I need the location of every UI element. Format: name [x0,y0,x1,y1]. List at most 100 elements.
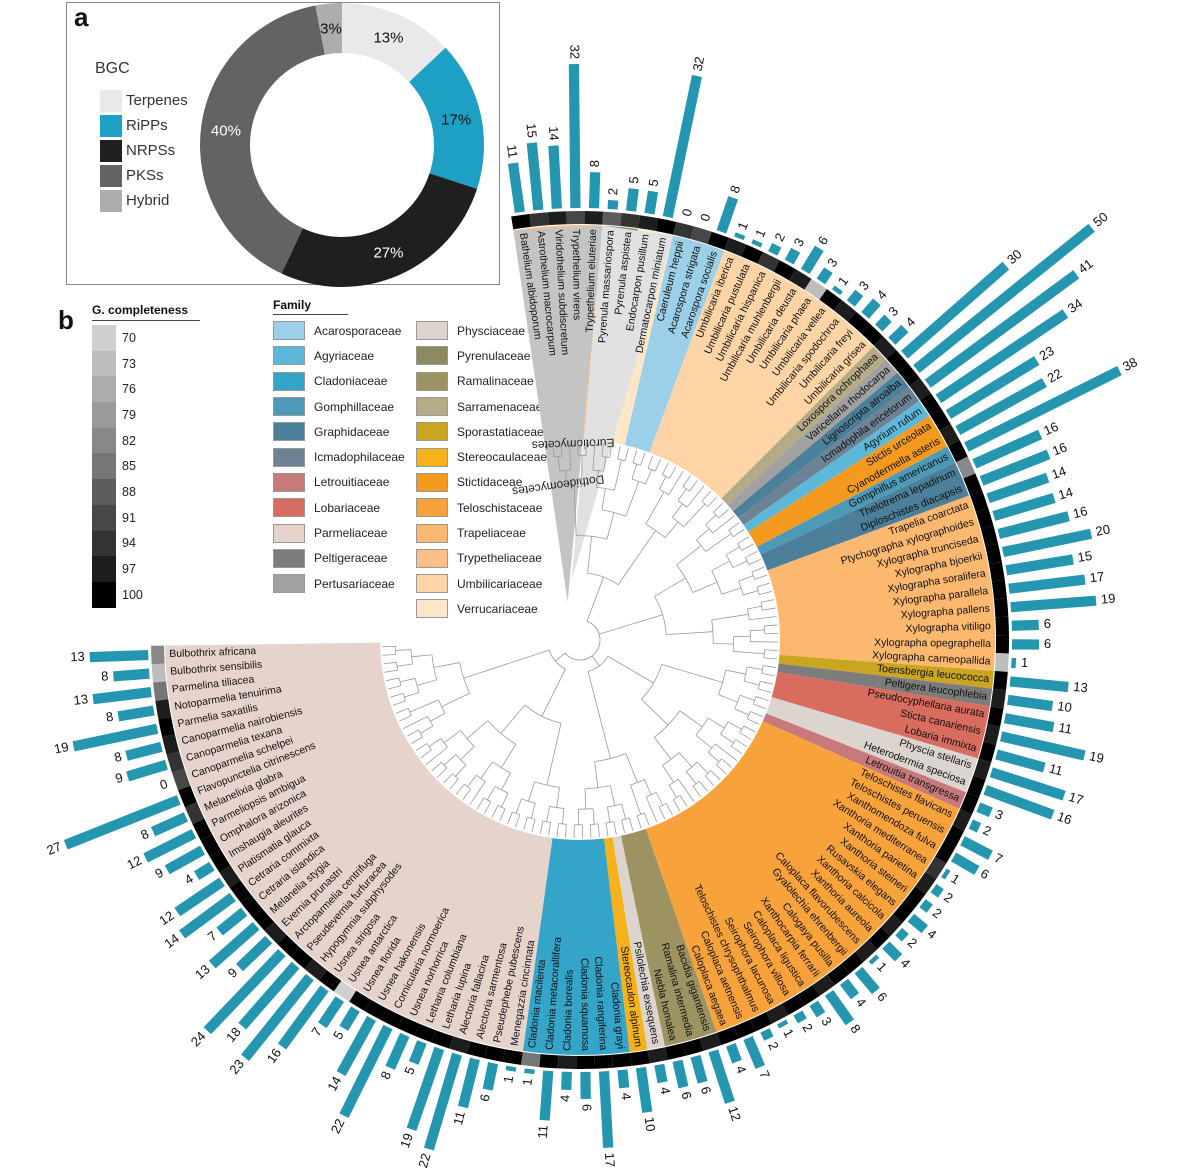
family-legend-item-stictidaceae: Stictidaceae [416,470,547,495]
completeness-cell [602,211,622,226]
family-sector-graphidaceae [760,462,970,571]
family-label: Physciaceae [457,323,526,338]
completeness-cell [991,579,1007,600]
completeness-cell [716,1026,739,1046]
bar-varicellaria-rhodocarpa [901,261,1010,359]
bar-xanthoria-steineri [919,899,933,913]
family-legend-item-agyriaceae: Agyriaceae [273,343,405,368]
family-sector-lobariaceae [771,671,990,759]
bgc-legend-label: Terpenes [126,92,188,109]
completeness-label: 85 [122,459,136,474]
bar-value-label: 16 [1055,808,1074,827]
completeness-label: 88 [122,484,136,499]
bar-calogaya-pusilla [840,978,860,1000]
bar-value-label: 4 [618,1092,634,1101]
family-label: Stictidaceae [457,475,523,490]
bar-xylographa-pallens [1010,595,1097,613]
completeness-legend-item: 88 [92,479,143,505]
completeness-cell [431,1030,454,1049]
bar-value-label: 23 [1037,343,1057,363]
completeness-cell [349,990,372,1012]
bar-value-label: 6 [477,1093,493,1103]
bar-value-label: 8 [587,160,602,168]
taxon-label: Trypethelium virens [570,229,583,320]
bar-letrouitia-transgressa [976,802,993,817]
bar-arctoparmelia-centrifuga [203,949,286,1035]
completeness-cell [960,792,980,815]
completeness-cell [782,994,805,1016]
bar-value-label: 8 [113,749,124,765]
family-swatch [273,498,305,518]
completeness-cell [673,221,695,239]
completeness-cell [192,818,213,841]
completeness-cell [397,1016,420,1036]
family-legend-item-verrucariaceae: Verrucariaceae [416,596,547,621]
completeness-cell [162,734,180,756]
bar-trypethelium-eluteriae [588,172,601,209]
bar-umbilicaria-vellea [831,285,843,296]
bar-value-label: 14 [1057,484,1075,503]
completeness-cell [944,825,965,848]
completeness-cell [566,211,585,225]
bar-xanthoria-mediterranea [941,868,951,880]
completeness-legend-item: 97 [92,556,143,582]
bar-value-label: 9 [113,770,124,786]
family-swatch [273,397,305,417]
completeness-cell [904,886,926,909]
family-legend-item-acarosporaceae: Acarosporaceae [273,318,405,343]
completeness-cell [948,440,968,463]
bar-usnea-norhorrica [385,1032,410,1070]
bar-cyanodermella-asteris [955,378,1047,436]
bar-value-label: 32 [690,55,708,72]
bar-value-label: 12 [156,908,176,929]
bar-peltigera-leucophlebia [1007,694,1054,712]
completeness-cell [699,1032,722,1051]
bar-value-label: 3 [993,806,1005,823]
family-label: Agyriaceae [314,348,375,363]
bar-value-label: 1 [874,959,890,974]
taxon-label: Trypethelium eluteriae [584,229,599,333]
completeness-cell [757,252,780,272]
bar-value-label: 1 [835,274,851,289]
bar-value-label: 38 [1120,354,1140,374]
panel-b-letter: b [58,305,74,335]
completeness-legend-rule [92,320,200,321]
family-swatch [273,371,305,391]
bar-value-label: 1 [948,871,962,888]
completeness-cell [983,724,1001,745]
bgc-legend-title: BGC [95,60,130,77]
bar-cladonia-grayi [617,1069,630,1089]
family-label: Trapeliaceae [457,526,526,541]
bar-umbilicaria-muhlenbergii [784,247,801,265]
bar-value-label: 2 [930,905,945,921]
completeness-cell [980,525,999,547]
completeness-legend-title: G. completeness [92,303,189,317]
bar-value-label: 14 [161,931,182,952]
bar-hypogymnia-subphysodes [241,973,314,1062]
completeness-cell [665,1043,686,1060]
completeness-label: 73 [122,356,136,371]
family-sector-physciaceae [612,835,665,1050]
family-swatch [273,422,305,442]
bar-rusavskia-elegans [907,913,929,934]
bar-value-label: 23 [226,1056,247,1077]
bar-platismatia-glauca [174,877,225,917]
bar-value-label: 13 [73,691,89,708]
bar-usnea-hakonensis [336,1015,376,1076]
bar-letharia-columbiana [408,1040,427,1065]
bar-value-label: 0 [697,212,713,223]
bar-xanthomendoza-fulva [951,852,980,875]
completeness-swatch [92,504,116,531]
completeness-cell [547,211,567,226]
completeness-cell [804,278,827,300]
bar-value-label: 8 [847,1022,863,1037]
completeness-cell [967,775,986,798]
bar-ptychographa-xylographoides [992,493,1056,521]
bar-alectoria-sarmentosa [457,1057,480,1109]
family-sector-acarosporaceae [624,235,725,453]
bar-value-label: 8 [377,1069,394,1082]
completeness-cell [789,269,812,290]
family-swatch [273,574,305,594]
bar-pseudephebe-pubescens [482,1062,499,1091]
bar-value-label: 7 [205,928,220,944]
